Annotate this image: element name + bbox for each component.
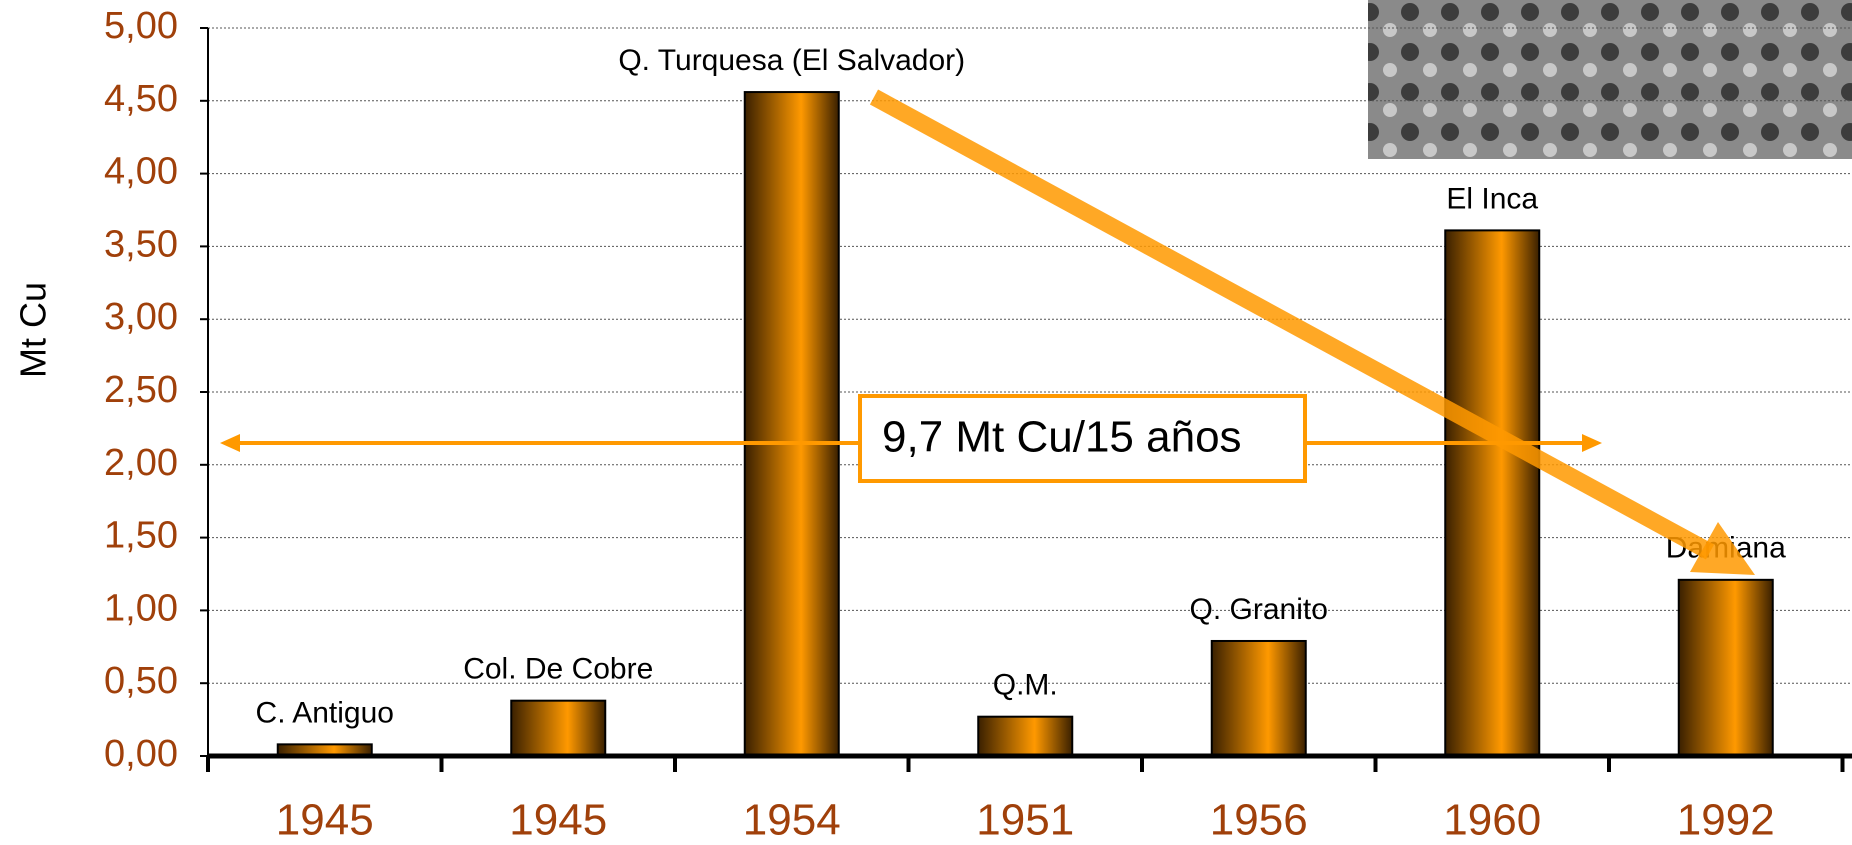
bar <box>1679 580 1773 756</box>
y-tick-label: 0,50 <box>104 660 178 702</box>
bar <box>745 92 839 756</box>
y-tick-label: 4,50 <box>104 78 178 120</box>
annotation: 9,7 Mt Cu/15 años <box>882 413 1242 462</box>
x-tick-label: 1954 <box>743 796 841 845</box>
bar-label: Q.M. <box>993 669 1058 702</box>
y-tick-label: 2,00 <box>104 442 178 484</box>
bar-label: C. Antiguo <box>256 696 394 729</box>
y-tick-label: 5,00 <box>104 5 178 47</box>
photo <box>1368 0 1852 159</box>
x-tick-label: 1951 <box>976 796 1074 845</box>
bar-label: El Inca <box>1446 182 1538 215</box>
bar-label: Col. De Cobre <box>463 653 653 686</box>
x-tick-label: 1960 <box>1443 796 1541 845</box>
x-tick-label: 1945 <box>276 796 374 845</box>
bar <box>1445 230 1539 756</box>
bar <box>978 717 1072 756</box>
y-tick-label: 3,00 <box>104 296 178 338</box>
y-tick-label: 1,00 <box>104 587 178 629</box>
bar <box>1212 641 1306 756</box>
y-tick-label: 2,50 <box>104 369 178 411</box>
bar <box>511 701 605 756</box>
x-tick-label: 1945 <box>509 796 607 845</box>
x-tick-label: 1992 <box>1677 796 1775 845</box>
bar-label: Q. Turquesa (El Salvador) <box>618 44 965 77</box>
y-tick-label: 0,00 <box>104 733 178 775</box>
bar-label: Q. Granito <box>1190 593 1328 626</box>
y-axis-label: Mt Cu <box>13 282 54 378</box>
y-tick-label: 3,50 <box>104 223 178 265</box>
trend-arrow <box>874 97 1710 552</box>
y-tick-label: 4,00 <box>104 151 178 193</box>
chart: Mt Cu 0,00 0,50 1,00 1,50 2,00 2,50 3,00 3,50 4,… <box>0 0 1852 845</box>
arrow-head <box>220 434 240 452</box>
x-tick-label: 1956 <box>1210 796 1308 845</box>
arrow-head <box>1582 434 1602 452</box>
y-tick-label: 1,50 <box>104 515 178 557</box>
